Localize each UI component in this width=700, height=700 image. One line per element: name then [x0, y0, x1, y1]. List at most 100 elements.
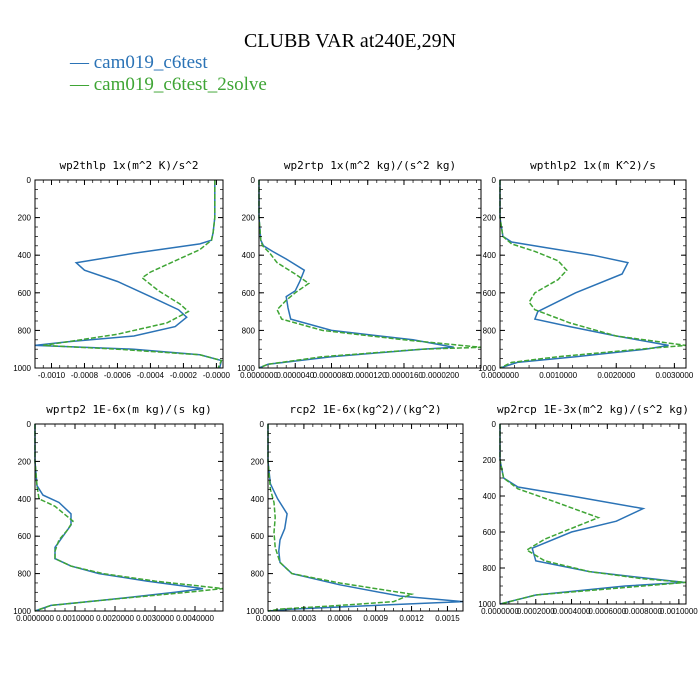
y-tick-label: 600 — [242, 289, 256, 298]
x-tick-label: -0.0004 — [137, 371, 165, 380]
y-tick-label: 0 — [260, 420, 265, 429]
panel-title: wp2rtp 1x(m^2 kg)/(s^2 kg) — [284, 159, 456, 172]
y-tick-label: 1000 — [13, 607, 31, 616]
panel-1: wp2thlp 1x(m^2 K)/s^2 0 200 400 600 800 1000 -0… — [13, 159, 230, 380]
legend-entry-2: — cam019_c6test_2solve — [70, 74, 267, 96]
y-tick-label: 0 — [27, 176, 32, 185]
x-tick-label: -0.0000 — [203, 371, 231, 380]
series-line-1 — [34, 424, 204, 612]
x-tick-label: 0.0000200 — [421, 371, 459, 380]
x-tick-label: 0.0000040 — [276, 371, 314, 380]
y-tick-label: 600 — [18, 532, 32, 541]
y-tick-label: 600 — [483, 528, 497, 537]
figure-title: CLUBB VAR at240E,29N — [243, 30, 457, 52]
series-line-2 — [258, 180, 482, 369]
x-tick-label: 0.0040000 — [176, 614, 214, 623]
y-tick-label: 1000 — [246, 607, 264, 616]
x-tick-label: -0.0002 — [170, 371, 198, 380]
panel-5: rcp2 1E-6x(kg^2)/(kg^2) 0 200 400 600 800 1000… — [246, 403, 464, 623]
x-tick-label: 0.0006000 — [588, 607, 626, 616]
y-tick-label: 0 — [251, 176, 256, 185]
series-line-1 — [499, 424, 685, 605]
y-tick-label: 200 — [18, 214, 32, 223]
legend-swatch-2: — — [70, 74, 94, 95]
y-tick-label: 600 — [251, 532, 265, 541]
x-tick-label: 0.0000 — [256, 614, 281, 623]
x-tick-label: 0.0002000 — [517, 607, 555, 616]
y-tick-label: 0 — [492, 420, 497, 429]
series-line-1 — [258, 180, 454, 369]
legend-label-1: cam019_c6test — [93, 52, 208, 73]
plot-frame — [499, 179, 687, 369]
y-tick-label: 0 — [492, 176, 497, 185]
plot-frame — [258, 179, 482, 369]
x-tick-label: 0.0010000 — [539, 371, 577, 380]
x-tick-label: 0.0020000 — [96, 614, 134, 623]
y-tick-label: 800 — [251, 570, 265, 579]
panel-title: wp2rcp 1E-3x(m^2 kg)/(s^2 kg) — [497, 403, 689, 416]
x-tick-label: 0.0000120 — [349, 371, 387, 380]
x-tick-label: 0.0000000 — [481, 607, 519, 616]
y-tick-label: 800 — [18, 326, 32, 335]
x-tick-label: 0.0003 — [292, 614, 317, 623]
x-tick-label: 0.0030000 — [655, 371, 693, 380]
x-tick-label: 0.0015 — [435, 614, 460, 623]
series-line-1 — [34, 180, 223, 369]
panel-2: wp2rtp 1x(m^2 kg)/(s^2 kg) 0 200 400 600 800 1… — [237, 159, 482, 380]
panel-3: wpthlp2 1x(m K^2)/s020040060080010000.00… — [478, 159, 694, 380]
x-tick-label: 0.0006 — [328, 614, 353, 623]
series-line-2 — [499, 424, 687, 605]
legend-entry-1: — cam019_c6test — [70, 52, 208, 74]
x-tick-label: 0.0004000 — [553, 607, 591, 616]
y-tick-label: 200 — [242, 214, 256, 223]
series-line-1 — [499, 180, 669, 369]
y-tick-label: 0 — [27, 420, 32, 429]
series-line-2 — [499, 180, 687, 369]
legend-label-2: cam019_c6test_2solve — [93, 74, 267, 95]
series-line-2 — [43, 180, 223, 369]
x-tick-label: 0.0012 — [399, 614, 424, 623]
y-tick-label: 200 — [483, 456, 497, 465]
y-tick-label: 400 — [251, 495, 265, 504]
series-line-2 — [267, 424, 415, 612]
y-tick-label: 1000 — [478, 600, 496, 609]
x-tick-label: -0.0008 — [71, 371, 99, 380]
y-tick-label: 400 — [18, 251, 32, 260]
y-tick-label: 200 — [483, 214, 497, 223]
y-tick-label: 600 — [18, 289, 32, 298]
panel-title: wprtp2 1E-6x(m kg)/(s kg) — [46, 403, 212, 416]
y-tick-label: 800 — [18, 570, 32, 579]
plot-frame — [267, 423, 464, 612]
y-tick-label: 800 — [483, 564, 497, 573]
y-tick-label: 400 — [483, 251, 497, 260]
panel-4: wprtp2 1E-6x(m kg)/(s kg) 0 200 400 600 800 10… — [13, 403, 224, 623]
x-tick-label: -0.0006 — [104, 371, 132, 380]
y-tick-label: 400 — [242, 251, 256, 260]
panel-6: wp2rcp 1E-3x(m^2 kg)/(s^2 kg)0 200 400 600 8… — [478, 403, 698, 616]
plot-frame — [34, 423, 224, 612]
y-tick-label: 1000 — [237, 364, 255, 373]
y-tick-label: 200 — [251, 457, 265, 466]
x-tick-label: 0.0030000 — [136, 614, 174, 623]
x-tick-label: 0.0008000 — [624, 607, 662, 616]
x-tick-label: 0.0010000 — [660, 607, 698, 616]
y-tick-label: 400 — [18, 495, 32, 504]
x-tick-label: 0.0010000 — [56, 614, 94, 623]
y-tick-label: 800 — [483, 326, 497, 335]
x-tick-label: 0.0020000 — [597, 371, 635, 380]
y-tick-label: 200 — [18, 457, 32, 466]
plot-frame — [34, 179, 224, 369]
legend-swatch-1: — — [70, 52, 94, 73]
panel-title: wp2thlp 1x(m^2 K)/s^2 — [59, 159, 198, 172]
panel-title: wpthlp2 1x(m K^2)/s — [530, 159, 656, 172]
y-tick-label: 1000 — [13, 364, 31, 373]
series-line-2 — [34, 424, 224, 612]
x-tick-label: -0.0010 — [38, 371, 66, 380]
y-tick-label: 800 — [242, 326, 256, 335]
plot-frame — [499, 423, 687, 605]
x-tick-label: 0.0000000 — [481, 371, 519, 380]
x-tick-label: 0.0009 — [363, 614, 388, 623]
y-tick-label: 400 — [483, 492, 497, 501]
x-tick-label: 0.0000000 — [16, 614, 54, 623]
